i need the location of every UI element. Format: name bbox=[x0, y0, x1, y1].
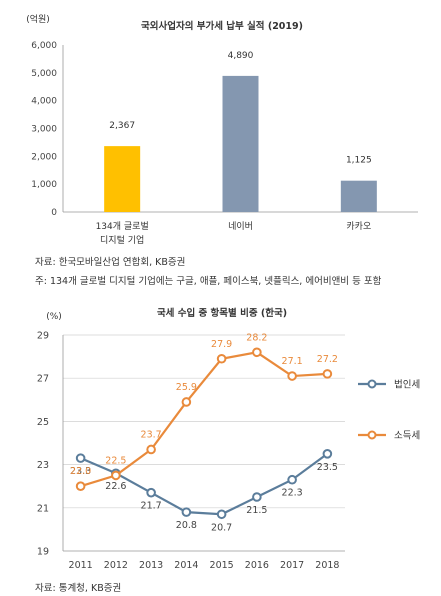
series-point bbox=[216, 353, 227, 364]
line-chart-title: 국세 수입 중 항목별 비중 (한국) bbox=[157, 307, 287, 319]
series-data-label: 22.0 bbox=[70, 466, 91, 477]
series-point bbox=[322, 449, 333, 459]
line-chart: 국세 수입 중 항목별 비중 (한국) (%) 29 27 25 23 21 19 2011… bbox=[37, 307, 420, 571]
series-data-label: 23.7 bbox=[141, 429, 162, 440]
bar-category-label: 카카오 bbox=[346, 221, 371, 232]
series-data-label: 22.6 bbox=[105, 481, 126, 492]
line-y-tick-label: 29 bbox=[37, 331, 49, 342]
bar-footnote: 주: 134개 글로벌 디지털 기업에는 구글, 애플, 페이스북, 넷플릭스,… bbox=[35, 276, 382, 287]
bar-chart-title: 국외사업자의 부가세 납부 실적 (2019) bbox=[141, 20, 303, 32]
line-chart-y-unit: (%) bbox=[46, 312, 62, 322]
series-data-label: 21.5 bbox=[246, 505, 267, 516]
bar-value-label: 2,367 bbox=[109, 121, 135, 131]
series-data-label: 20.8 bbox=[176, 520, 197, 531]
series-line bbox=[80, 351, 328, 488]
series-point bbox=[75, 453, 86, 463]
series-point bbox=[287, 371, 297, 381]
line-x-tick-label: 2013 bbox=[139, 560, 163, 571]
bar-value-label: 4,890 bbox=[228, 51, 254, 61]
series-data-label: 23.3 bbox=[70, 466, 91, 477]
line-y-tick-label: 25 bbox=[37, 417, 49, 428]
legend-label: 소득세 bbox=[394, 431, 420, 442]
series-data-label: 28.2 bbox=[246, 332, 267, 343]
bar-value-label: 1,125 bbox=[346, 156, 372, 166]
line-x-tick-label: 2018 bbox=[315, 560, 339, 571]
bar-y-tick-label: 0 bbox=[51, 208, 57, 218]
line-x-tick-label: 2015 bbox=[210, 560, 234, 571]
bar-y-tick-label: 3,000 bbox=[31, 125, 57, 135]
series-data-label: 27.9 bbox=[211, 339, 232, 350]
legend-label: 법인세 bbox=[394, 380, 420, 391]
series-point bbox=[181, 397, 192, 407]
bar-category-label: 134개 글로벌 bbox=[96, 221, 149, 232]
legend-swatch-point bbox=[367, 430, 377, 440]
series-point bbox=[146, 487, 156, 498]
series-data-label: 25.9 bbox=[176, 382, 197, 393]
line-x-tick-label: 2016 bbox=[245, 560, 269, 571]
series-data-label: 22.5 bbox=[105, 455, 126, 466]
bar-y-tick-label: 6,000 bbox=[31, 41, 57, 51]
bar-y-tick-label: 1,000 bbox=[31, 180, 57, 190]
series-point bbox=[146, 444, 156, 455]
line-y-tick-label: 19 bbox=[37, 547, 49, 558]
series-point bbox=[287, 474, 297, 485]
bar-chart-y-unit: (억원) bbox=[26, 13, 50, 25]
series-point bbox=[111, 470, 121, 481]
bar bbox=[222, 75, 259, 213]
series-data-label: 27.2 bbox=[317, 354, 338, 365]
series-point bbox=[252, 347, 262, 358]
line-x-tick-label: 2011 bbox=[69, 560, 93, 571]
line-x-tick-label: 2017 bbox=[280, 560, 304, 571]
series-point bbox=[75, 481, 86, 491]
series-data-label: 27.1 bbox=[282, 356, 303, 367]
line-y-tick-label: 27 bbox=[37, 374, 49, 385]
series-data-label: 20.7 bbox=[211, 522, 232, 533]
series-point bbox=[181, 507, 192, 517]
bar bbox=[104, 146, 141, 212]
series-data-label: 21.7 bbox=[141, 501, 162, 512]
series-data-label: 22.3 bbox=[282, 488, 303, 499]
series-data-label: 23.5 bbox=[317, 462, 338, 473]
series-point bbox=[252, 492, 262, 502]
series-point bbox=[322, 369, 333, 379]
bar-y-tick-label: 5,000 bbox=[31, 69, 57, 79]
bar-source-note: 자료: 한국모바일산업 연합회, KB증권 bbox=[35, 257, 186, 268]
bar bbox=[340, 180, 377, 212]
line-y-tick-label: 23 bbox=[37, 460, 49, 471]
series-line bbox=[80, 452, 329, 516]
series-point bbox=[216, 509, 227, 520]
bar-y-tick-label: 2,000 bbox=[31, 152, 57, 162]
line-y-tick-label: 21 bbox=[37, 503, 49, 514]
bar-category-label: 디지털 기업 bbox=[100, 234, 144, 246]
bar-y-tick-label: 4,000 bbox=[31, 97, 57, 107]
line-source-note: 자료: 통계청, KB증권 bbox=[35, 583, 122, 594]
line-x-tick-label: 2012 bbox=[104, 560, 128, 571]
line-x-tick-label: 2014 bbox=[174, 560, 198, 571]
legend-swatch-point bbox=[367, 379, 377, 389]
bar-category-label: 네이버 bbox=[228, 221, 253, 232]
bar-chart: 국외사업자의 부가세 납부 실적 (2019) (억원) 6,000 5,000 4… bbox=[26, 13, 418, 246]
